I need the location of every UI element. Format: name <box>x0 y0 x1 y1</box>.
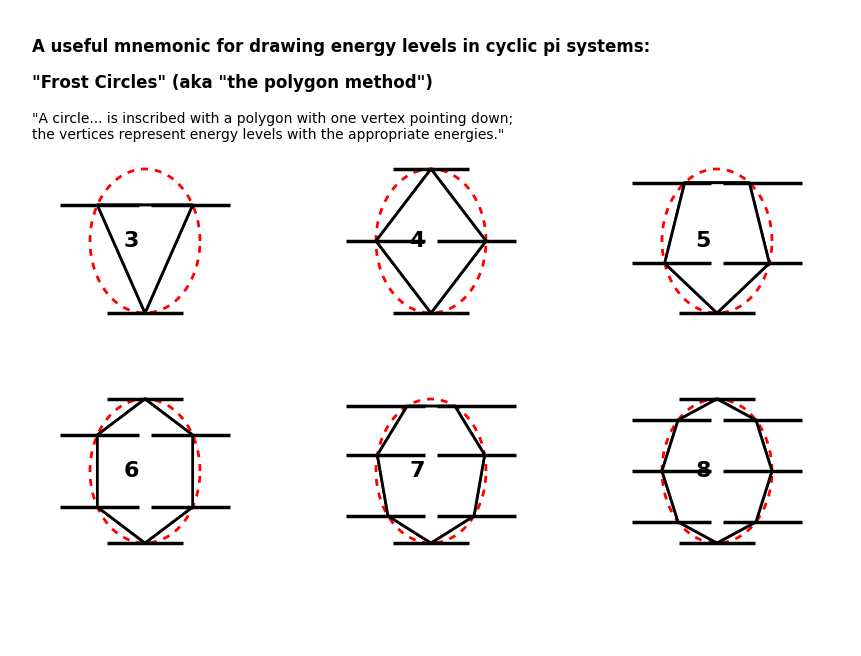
Text: A useful mnemonic for drawing energy levels in cyclic pi systems:: A useful mnemonic for drawing energy lev… <box>32 38 649 56</box>
Text: 7: 7 <box>409 461 424 481</box>
Polygon shape <box>97 399 192 543</box>
Polygon shape <box>375 169 486 313</box>
Text: 5: 5 <box>695 231 710 251</box>
Text: 8: 8 <box>695 461 710 481</box>
Text: 4: 4 <box>409 231 424 251</box>
Polygon shape <box>664 183 768 313</box>
Polygon shape <box>97 205 192 313</box>
Text: "A circle... is inscribed with a polygon with one vertex pointing down;
the vert: "A circle... is inscribed with a polygon… <box>32 112 512 142</box>
Polygon shape <box>377 406 484 543</box>
Text: 6: 6 <box>123 461 139 481</box>
Text: 3: 3 <box>123 231 139 251</box>
Text: "Frost Circles" (aka "the polygon method"): "Frost Circles" (aka "the polygon method… <box>32 74 432 92</box>
Polygon shape <box>661 399 771 543</box>
